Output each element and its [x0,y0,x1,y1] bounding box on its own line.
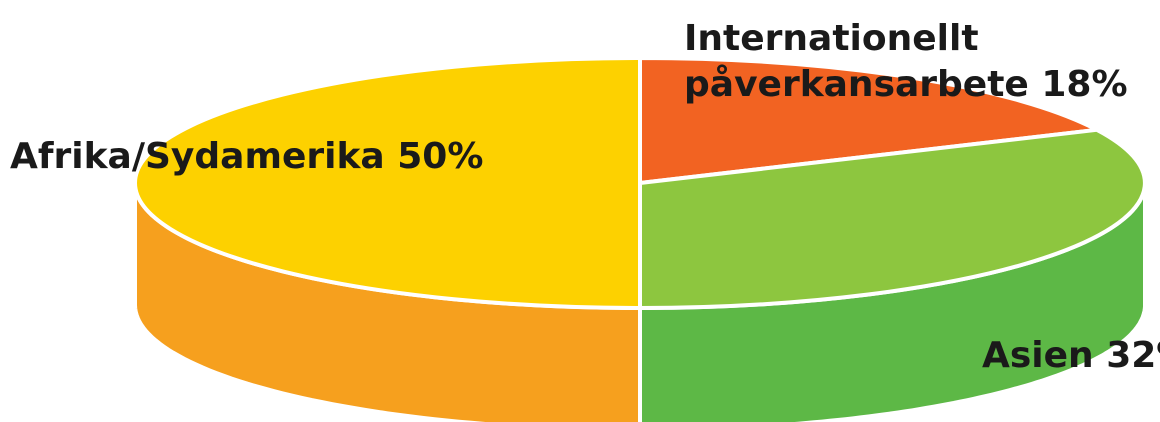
pie-labels: Afrika/Sydamerika 50% Internationellt på… [10,18,1160,376]
slice-label-internationellt-line2: påverkansarbete 18% [684,64,1128,105]
pie-slice-afrika [133,56,642,310]
pie-slice-asien [638,127,1147,310]
slice-label-internationellt-line1: Internationellt [684,18,979,59]
pie-tops [133,56,1147,310]
slice-label-afrika: Afrika/Sydamerika 50% [10,136,483,177]
pie-slice-internationellt [638,56,1099,185]
slice-label-asien: Asien 32% [982,335,1160,376]
